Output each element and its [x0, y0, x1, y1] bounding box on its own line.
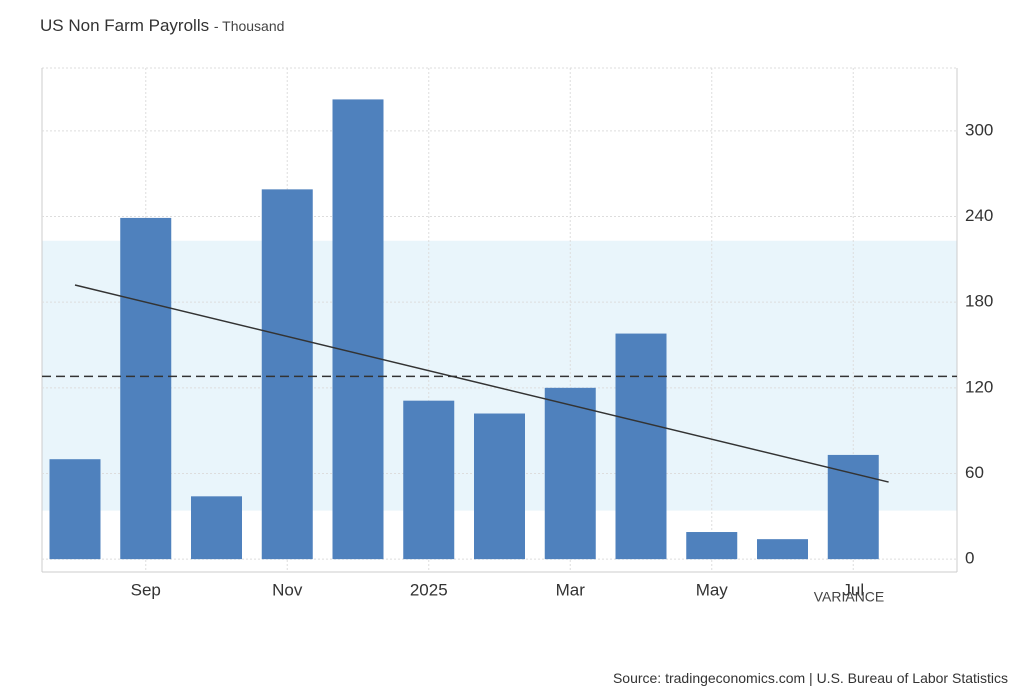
- x-tick-label: May: [696, 580, 729, 599]
- header: US Non Farm Payrolls - Thousand: [40, 16, 284, 36]
- y-tick-label: 60: [965, 463, 984, 482]
- bar: [757, 539, 808, 560]
- chart: 0 60 120 180 240 300 Sep Nov 2025 Mar May JulVARIAN…: [41, 67, 993, 605]
- chart-subtitle: - Thousand: [213, 18, 285, 34]
- bar: [544, 387, 596, 560]
- bar: [191, 496, 242, 560]
- y-tick-label: 300: [965, 120, 993, 139]
- bar: [261, 189, 313, 560]
- bar: [120, 217, 172, 560]
- trend-line: [74, 284, 889, 483]
- annotation: VARIANCE: [814, 589, 885, 605]
- x-tick-label: Mar: [556, 580, 586, 599]
- bar: [403, 400, 455, 560]
- bar: [332, 99, 384, 560]
- x-tick-label: Nov: [272, 580, 303, 599]
- y-tick-label: 0: [965, 549, 974, 568]
- x-tick-label: Jul: [842, 580, 864, 599]
- chart-title: US Non Farm Payrolls: [40, 16, 210, 35]
- x-tick-label: 2025: [410, 580, 448, 599]
- bar: [686, 532, 738, 560]
- bar: [615, 333, 667, 560]
- y-tick-label: 180: [965, 292, 993, 311]
- y-tick-label: 120: [965, 377, 993, 396]
- bar: [474, 413, 525, 560]
- source: Source: tradingeconomics.com | U.S. Bure…: [612, 670, 1008, 686]
- y-tick-label: 240: [965, 206, 993, 225]
- bar: [49, 459, 101, 560]
- x-tick-label: Sep: [131, 580, 161, 599]
- bar: [827, 454, 879, 560]
